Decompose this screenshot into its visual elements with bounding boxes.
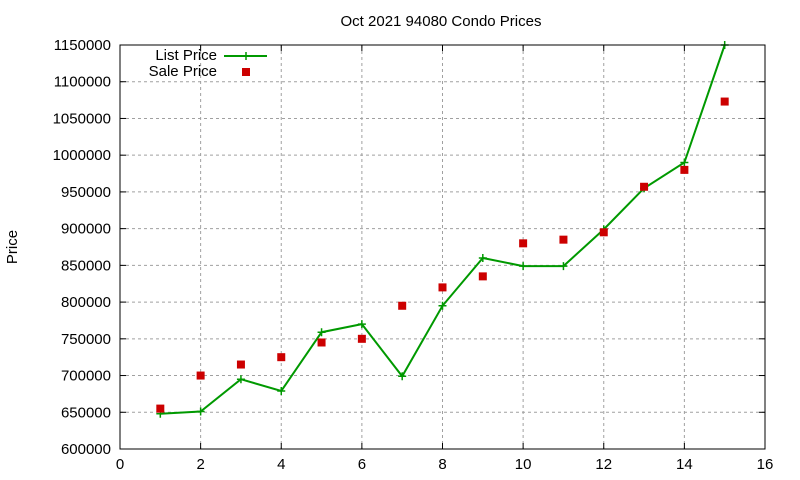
legend-swatch-sale-price: [242, 68, 250, 76]
sale-price-point: [357, 334, 366, 343]
y-tick-label: 750000: [61, 331, 111, 348]
list-price-point: [519, 262, 528, 271]
sale-price-point: [640, 182, 649, 191]
x-tick-label: 2: [196, 456, 204, 473]
list-price-point: [357, 320, 366, 329]
sale-price-point: [478, 272, 487, 281]
legend: List Price Sale Price: [149, 47, 267, 80]
chart-title: Oct 2021 94080 Condo Prices: [341, 13, 542, 30]
sale-price-point: [317, 338, 326, 347]
sale-price-point: [519, 239, 528, 248]
x-tick-label: 12: [595, 456, 612, 473]
y-tick-label: 900000: [61, 221, 111, 238]
x-tick-label: 16: [757, 456, 774, 473]
sale-price-point: [196, 371, 205, 380]
sale-price-point: [277, 353, 286, 362]
list-price-point: [277, 386, 286, 395]
legend-label-sale-price: Sale Price: [149, 63, 217, 80]
sale-price-point: [680, 165, 689, 174]
y-axis-label: Price: [4, 230, 21, 264]
y-tick-label: 1050000: [53, 110, 111, 127]
list-price-point: [317, 328, 326, 337]
y-tick-label: 700000: [61, 368, 111, 385]
axis-ticks: 600000 650000 700000 750000 800000 850000 9000…: [53, 37, 774, 473]
x-tick-label: 8: [438, 456, 446, 473]
sale-price-point: [236, 360, 245, 369]
x-tick-label: 14: [676, 456, 693, 473]
x-tick-label: 0: [116, 456, 124, 473]
list-price-point: [559, 262, 568, 271]
legend-label-list-price: List Price: [155, 47, 217, 64]
sale-price-point: [720, 97, 729, 106]
x-tick-label: 10: [515, 456, 532, 473]
plot-frame: [119, 44, 766, 450]
y-tick-label: 600000: [61, 441, 111, 458]
y-tick-label: 1150000: [54, 37, 111, 54]
x-tick-label: 4: [277, 456, 285, 473]
x-tick-label: 6: [358, 456, 366, 473]
y-tick-label: 650000: [61, 404, 111, 421]
list-price-point: [680, 158, 689, 167]
y-tick-label: 850000: [61, 257, 111, 274]
y-tick-label: 800000: [61, 294, 111, 311]
legend-marker-list-price: [242, 52, 250, 60]
y-tick-label: 1100000: [54, 74, 111, 91]
list-price-point: [398, 372, 407, 381]
list-price-point: [236, 375, 245, 384]
sale-price-point: [438, 283, 447, 292]
sale-price-point: [398, 301, 407, 310]
grid-lines: [120, 45, 765, 449]
list-price-point: [438, 301, 447, 310]
sale-price-point: [599, 228, 608, 237]
sale-price-point: [559, 235, 568, 244]
list-price-point: [196, 407, 205, 416]
y-tick-label: 1000000: [53, 147, 111, 164]
data-series: [156, 41, 729, 418]
y-tick-label: 950000: [61, 184, 111, 201]
sale-price-point: [156, 404, 165, 413]
list-price-point: [478, 254, 487, 263]
